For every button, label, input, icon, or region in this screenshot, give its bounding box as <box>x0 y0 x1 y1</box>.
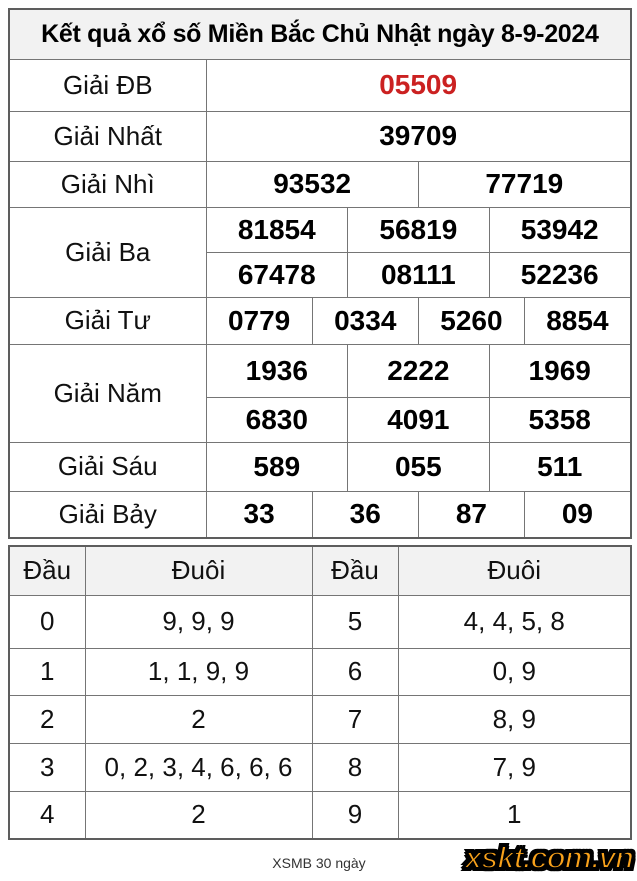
head-cell: 2 <box>8 694 86 744</box>
prize-number: 2222 <box>347 343 490 398</box>
head-tail-header-row: Đầu Đuôi Đầu Đuôi <box>8 545 632 596</box>
tail-cell: 1, 1, 9, 9 <box>84 647 313 696</box>
prize-number: 33 <box>205 490 313 539</box>
prize-row: Giải Sáu 589 055 511 <box>8 441 632 492</box>
prize-number: 589 <box>205 441 349 492</box>
tail-cell: 7, 9 <box>397 742 632 792</box>
prize-number: 77719 <box>417 160 632 208</box>
prize-label: Giải Ba <box>8 206 207 298</box>
prize-number: 0779 <box>205 296 313 345</box>
tail-cell: 0, 2, 3, 4, 6, 6, 6 <box>84 742 313 792</box>
prize-row: Giải Năm 1936 2222 1969 <box>8 343 632 443</box>
head-tail-row: 2 2 7 8, 9 <box>8 694 632 744</box>
prize-number: 1936 <box>205 343 349 398</box>
prize-row: Giải ĐB 05509 <box>8 58 632 112</box>
prize-number: 93532 <box>205 160 419 208</box>
prize-number: 81854 <box>205 206 349 253</box>
special-prize-number: 05509 <box>205 58 632 112</box>
prize-number: 09 <box>524 490 632 539</box>
prize-number: 87 <box>417 490 526 539</box>
page-title: Kết quả xổ số Miền Bắc Chủ Nhật ngày 8-9… <box>8 8 632 60</box>
prize-number: 6830 <box>205 396 349 443</box>
xsmb-30-days-link[interactable]: XSMB 30 ngày <box>272 855 366 871</box>
prize-label: Giải Nhì <box>8 160 207 208</box>
brand-logo[interactable]: xskt.com.vn <box>464 839 635 876</box>
title-row: Kết quả xổ số Miền Bắc Chủ Nhật ngày 8-9… <box>8 8 632 60</box>
prize-label: Giải Tư <box>8 296 207 345</box>
prize-row: Giải Nhất 39709 <box>8 110 632 162</box>
head-column-header: Đầu <box>8 545 86 596</box>
tail-cell: 9, 9, 9 <box>84 594 313 649</box>
prize-table: Kết quả xổ số Miền Bắc Chủ Nhật ngày 8-9… <box>8 8 632 539</box>
prize-number: 56819 <box>347 206 490 253</box>
prize-row: Giải Nhì 93532 77719 <box>8 160 632 208</box>
prize-number: 36 <box>311 490 419 539</box>
prize-row: Giải Ba 81854 56819 53942 <box>8 206 632 298</box>
prize-number: 1969 <box>488 343 632 398</box>
prize-label: Giải Sáu <box>8 441 207 492</box>
head-tail-row: 1 1, 1, 9, 9 6 0, 9 <box>8 647 632 696</box>
prize-row: 67478 08111 52236 <box>9 251 632 298</box>
tail-cell: 4, 4, 5, 8 <box>397 594 632 649</box>
head-cell: 5 <box>311 594 399 649</box>
prize-label: Giải Nhất <box>8 110 207 162</box>
head-cell: 3 <box>8 742 86 792</box>
prize-number: 511 <box>488 441 632 492</box>
prize-number: 67478 <box>205 251 349 298</box>
head-cell: 8 <box>311 742 399 792</box>
head-cell: 6 <box>311 647 399 696</box>
prize-label: Giải Năm <box>8 343 207 443</box>
prize-number: 0334 <box>311 296 419 345</box>
prize-number: 39709 <box>205 110 632 162</box>
prize-number: 4091 <box>347 396 490 443</box>
prize-number: 5260 <box>417 296 526 345</box>
prize-row: Giải Bảy 33 36 87 09 <box>8 490 632 539</box>
head-column-header: Đầu <box>311 545 399 596</box>
tail-column-header: Đuôi <box>397 545 632 596</box>
head-cell: 1 <box>8 647 86 696</box>
head-tail-row: 3 0, 2, 3, 4, 6, 6, 6 8 7, 9 <box>8 742 632 792</box>
tail-cell: 2 <box>84 790 313 840</box>
prize-label: Giải Bảy <box>8 490 207 539</box>
prize-number: 8854 <box>524 296 632 345</box>
tail-column-header: Đuôi <box>84 545 313 596</box>
prize-number: 08111 <box>347 251 490 298</box>
footer: XSMB 30 ngày xskt.com.vn <box>8 839 635 881</box>
prize-number: 52236 <box>488 251 632 298</box>
prize-number: 5358 <box>488 396 632 443</box>
prize-number: 53942 <box>488 206 632 253</box>
head-cell: 4 <box>8 790 86 840</box>
prize-row: Giải Tư 0779 0334 5260 8854 <box>8 296 632 345</box>
prize-label: Giải ĐB <box>8 58 207 112</box>
head-cell: 9 <box>311 790 399 840</box>
head-tail-row: 0 9, 9, 9 5 4, 4, 5, 8 <box>8 594 632 649</box>
head-cell: 0 <box>8 594 86 649</box>
tail-cell: 0, 9 <box>397 647 632 696</box>
head-cell: 7 <box>311 694 399 744</box>
tail-cell: 8, 9 <box>397 694 632 744</box>
tail-cell: 2 <box>84 694 313 744</box>
prize-number: 055 <box>347 441 490 492</box>
head-tail-table: Đầu Đuôi Đầu Đuôi 0 9, 9, 9 5 4, 4, 5, 8 1 1, 1,… <box>8 545 632 840</box>
tail-cell: 1 <box>397 790 632 840</box>
